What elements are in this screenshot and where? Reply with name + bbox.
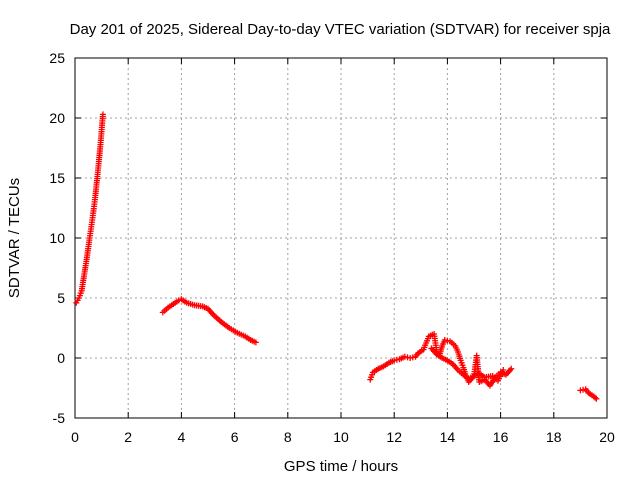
x-tick-label: 0 [71, 429, 79, 445]
y-tick-labels: -5 0 5 10 15 20 25 [49, 50, 65, 426]
y-tick-label: 20 [49, 110, 65, 126]
data-point [99, 111, 106, 118]
x-tick-label: 6 [231, 429, 239, 445]
chart-title: Day 201 of 2025, Sidereal Day-to-day VTE… [70, 21, 611, 38]
x-axis-label: GPS time / hours [284, 458, 398, 475]
x-tick-label: 16 [493, 429, 509, 445]
data-point [500, 367, 507, 373]
data-points [73, 111, 600, 402]
y-tick-label: 25 [49, 50, 65, 66]
x-tick-label: 8 [284, 429, 292, 445]
x-tick-labels: 0 2 4 6 8 10 12 14 16 18 20 [71, 429, 615, 445]
x-tick-label: 12 [386, 429, 402, 445]
x-tick-label: 2 [124, 429, 132, 445]
y-axis-label: SDTVAR / TECUs [6, 178, 23, 298]
data-point [593, 395, 600, 402]
grid-lines [75, 58, 607, 418]
data-point [592, 394, 599, 401]
data-point [508, 365, 515, 372]
y-tick-label: 5 [57, 290, 65, 306]
x-tick-label: 4 [178, 429, 186, 445]
x-tick-label: 10 [333, 429, 349, 445]
x-tick-label: 14 [440, 429, 456, 445]
y-tick-label: 0 [57, 350, 65, 366]
x-tick-label: 20 [599, 429, 615, 445]
x-tick-label: 18 [546, 429, 562, 445]
data-point [252, 339, 259, 346]
y-tick-label: 10 [49, 230, 65, 246]
y-tick-label: 15 [49, 170, 65, 186]
y-tick-label: -5 [53, 410, 66, 426]
